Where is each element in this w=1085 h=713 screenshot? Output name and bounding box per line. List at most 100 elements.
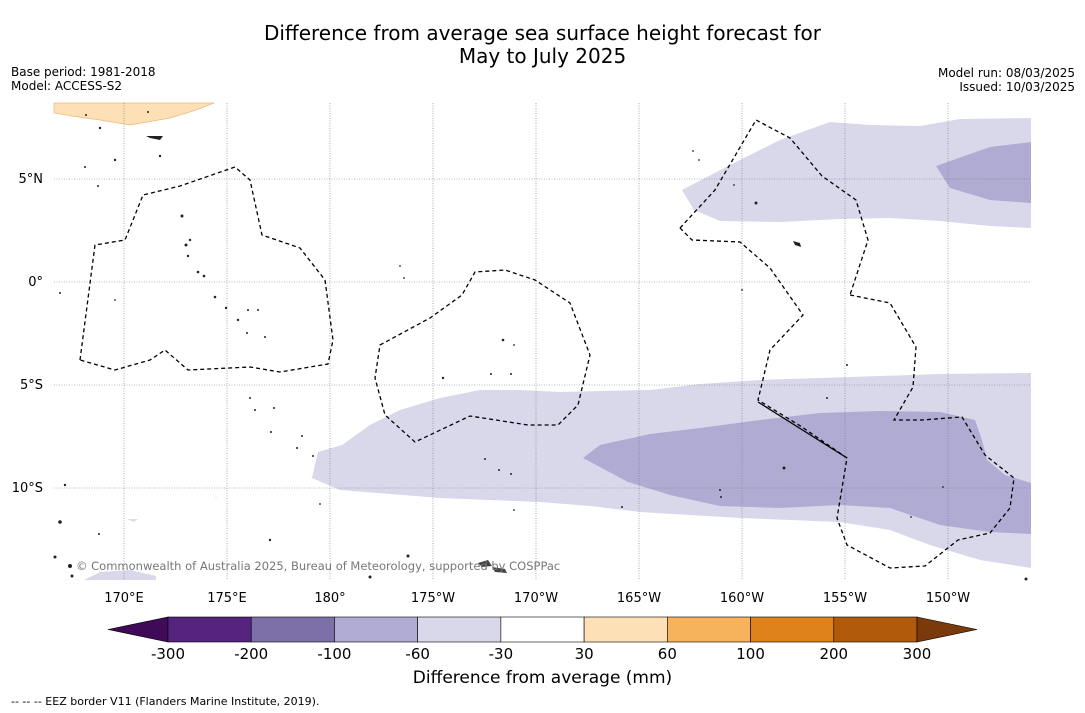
lat-label-5s: 5°S (20, 378, 43, 393)
colorbar-tick-label: -300 (151, 645, 185, 663)
meta-left: Base period: 1981-2018 Model: ACCESS-S2 (11, 65, 156, 93)
lat-label-5n: 5°N (19, 172, 44, 187)
eez-border-kiribati-gilbert (79, 166, 334, 373)
island (910, 516, 912, 518)
island (719, 489, 721, 491)
lon-label-150w: 150°W (926, 591, 970, 606)
south-mid-purple-region (583, 411, 1031, 534)
colorbar-tick-label: 300 (903, 645, 932, 663)
island (513, 344, 515, 346)
island (698, 159, 700, 161)
anomaly-regions (53, 102, 1031, 580)
island (782, 466, 786, 470)
island (254, 409, 256, 411)
island (224, 306, 228, 310)
islands (53, 111, 1028, 581)
lon-label-170e: 170°E (104, 591, 144, 606)
eez-footnote: -- -- -- EEZ border V11 (Flanders Marine… (11, 695, 320, 708)
island (84, 166, 86, 168)
island (741, 289, 743, 291)
longitude-labels: 170°E 175°E 180° 175°W 170°W 165°W 160°W… (104, 591, 970, 606)
island (692, 150, 694, 152)
island (247, 309, 249, 311)
island (492, 567, 507, 573)
island (213, 295, 217, 299)
colorbar-tick-label: 60 (658, 645, 677, 663)
island (202, 274, 206, 278)
colorbar-extend-low (107, 616, 169, 643)
island (273, 407, 275, 409)
island (478, 560, 492, 567)
island (215, 497, 217, 499)
copyright-notice: © Commonwealth of Australia 2025, Bureau… (76, 559, 560, 573)
colorbar: -300 -200 -100 -60 -30 30 60 100 200 300 (107, 616, 978, 663)
southwest-light-purple-blob (84, 570, 156, 580)
island (98, 126, 102, 130)
lon-label-160w: 160°W (720, 591, 764, 606)
island (490, 373, 492, 375)
colorbar-tick-label: 100 (736, 645, 765, 663)
island (621, 506, 623, 508)
island (63, 483, 67, 487)
chart-title: Difference from average sea surface heig… (0, 22, 1085, 68)
island (53, 555, 57, 559)
meta-right: Model run: 08/03/2025 Issued: 10/03/2025 (938, 66, 1075, 94)
issued-date: Issued: 10/03/2025 (959, 80, 1075, 94)
colorbar-tick-label: -100 (317, 645, 351, 663)
island (312, 455, 314, 457)
island (510, 373, 512, 375)
island (733, 184, 735, 186)
island (270, 431, 272, 433)
model-name: Model: ACCESS-S2 (11, 79, 123, 93)
island (513, 509, 515, 511)
lat-label-0: 0° (28, 275, 43, 290)
island (501, 338, 505, 342)
colorbar-segment (417, 616, 502, 643)
island (146, 136, 163, 140)
colorbar-segment (833, 616, 918, 643)
title-line-2: May to July 2025 (458, 44, 627, 68)
island (510, 473, 512, 475)
island (236, 318, 240, 322)
lon-label-180: 180° (314, 591, 345, 606)
island (406, 554, 410, 558)
island (196, 270, 200, 274)
island (793, 241, 801, 247)
colorbar-segment (667, 616, 751, 643)
island (85, 114, 87, 116)
island (301, 435, 303, 437)
base-period: Base period: 1981-2018 (11, 65, 156, 79)
island (68, 564, 72, 568)
graticule (54, 103, 1031, 580)
island (98, 533, 100, 535)
island (180, 214, 184, 218)
island (1024, 577, 1028, 581)
island (147, 111, 149, 113)
colorbar-segment (334, 616, 418, 643)
lon-label-165w: 165°W (617, 591, 661, 606)
island (403, 277, 405, 279)
island (846, 364, 848, 366)
eez-boundary-solid (757, 401, 848, 459)
island (257, 309, 259, 311)
light-orange-region (53, 102, 215, 126)
island (184, 243, 188, 247)
island (127, 519, 138, 522)
latitude-labels: 5°N 0° 5°S 10°S (12, 172, 43, 496)
island (368, 575, 372, 579)
island (754, 201, 758, 205)
island (264, 336, 266, 338)
eez-borders (79, 119, 1015, 569)
island (720, 496, 722, 498)
island (498, 469, 500, 471)
colorbar-segment (750, 616, 835, 643)
eez-border-line-islands-south (679, 227, 1015, 569)
island (114, 299, 116, 301)
island (246, 332, 248, 334)
island (70, 574, 74, 578)
island (97, 185, 99, 187)
island (942, 486, 944, 488)
island (158, 154, 162, 158)
colorbar-tick-label: -60 (405, 645, 430, 663)
